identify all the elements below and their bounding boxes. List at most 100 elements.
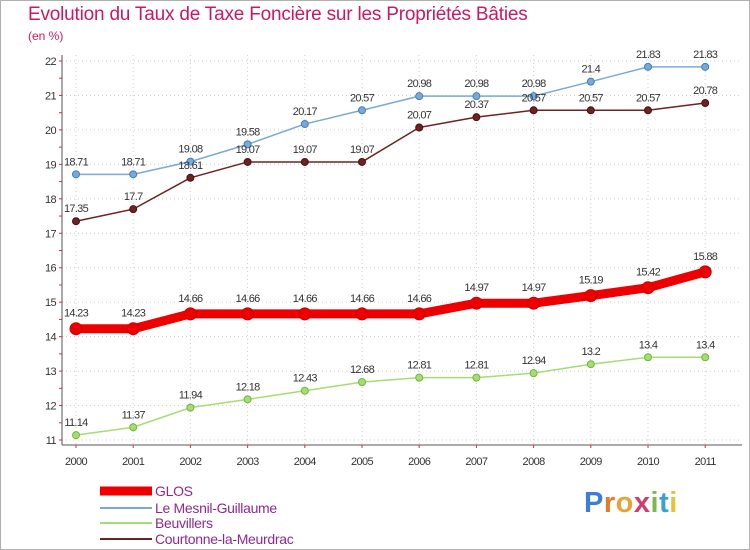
data-point <box>243 140 252 149</box>
data-label: 14.23 <box>121 308 146 320</box>
x-tick-label: 2007 <box>465 456 488 468</box>
x-tick-label: 2011 <box>695 456 717 468</box>
data-point <box>586 77 595 86</box>
data-point <box>358 106 366 115</box>
grid-lines <box>62 55 742 445</box>
legend-swatch <box>100 538 152 540</box>
data-point <box>644 353 652 362</box>
data-point <box>186 157 195 166</box>
y-tick-label: 16 <box>45 263 57 275</box>
data-point <box>72 431 80 440</box>
data-point <box>529 369 538 378</box>
data-label: 13.2 <box>581 346 600 358</box>
data-point <box>412 307 426 321</box>
data-label: 20.07 <box>407 109 432 121</box>
y-tick-label: 21 <box>45 90 57 102</box>
data-label: 12.68 <box>350 364 375 376</box>
data-label: 14.66 <box>350 293 375 305</box>
data-point <box>358 157 366 166</box>
data-label: 20.78 <box>693 85 718 97</box>
data-label: 12.81 <box>407 360 432 372</box>
legend-item: Le Mesnil-Guillaume <box>100 500 278 516</box>
data-label: 20.37 <box>464 99 489 111</box>
chart-title: Evolution du Taux de Taxe Foncière sur l… <box>28 4 528 25</box>
data-label: 19.08 <box>178 144 203 156</box>
legend-item: GLOS <box>100 483 193 499</box>
axes: 11 12 13 14 15 16 17 18 19 20 21 22 2000 2001 2002 2003… <box>45 55 742 468</box>
legend-swatch <box>100 522 152 524</box>
data-label: 20.57 <box>350 92 375 104</box>
data-point <box>69 322 83 336</box>
logo-letter: t <box>659 487 670 519</box>
data-label: 19.07 <box>293 144 318 156</box>
data-label: 21.83 <box>636 49 661 61</box>
data-label: 21.4 <box>581 64 600 76</box>
y-tick-label: 11 <box>46 435 57 447</box>
data-label: 12.43 <box>293 373 318 385</box>
y-tick-label: 15 <box>45 297 57 309</box>
x-tick-label: 2009 <box>580 456 603 468</box>
logo-letter: i <box>650 487 660 519</box>
data-label: 15.42 <box>636 267 661 279</box>
data-point <box>186 403 195 412</box>
data-label: 15.88 <box>693 251 718 263</box>
x-tick-label: 2004 <box>294 456 317 468</box>
data-point <box>584 289 598 303</box>
data-point <box>527 296 541 310</box>
x-tick-label: 2008 <box>523 456 546 468</box>
x-tick-label: 2002 <box>179 456 202 468</box>
series-le-mesnil-guillaume: 18.71 18.71 19.08 19.58 20.17 20.57 20.98 20.98… <box>64 49 718 179</box>
data-point <box>129 423 138 432</box>
y-tick-label: 22 <box>45 56 57 68</box>
data-label: 18.71 <box>64 156 89 168</box>
data-label: 17.7 <box>124 191 143 203</box>
y-tick-label: 20 <box>45 125 57 137</box>
data-point <box>472 113 481 122</box>
legend-label: Le Mesnil-Guillaume <box>155 500 277 516</box>
series-beuvillers: 11.14 11.37 11.94 12.18 12.43 12.68 12.81 12.81… <box>64 339 716 440</box>
data-label: 14.97 <box>464 282 489 294</box>
legend-item: Beuvillers <box>100 515 213 531</box>
y-tick-label: 17 <box>45 228 57 240</box>
logo-letter: r <box>603 487 616 519</box>
data-point <box>243 395 252 404</box>
data-point <box>300 386 309 395</box>
data-label: 20.98 <box>464 78 489 90</box>
data-label: 14.97 <box>522 282 547 294</box>
y-tick-label: 18 <box>45 194 57 206</box>
data-point <box>472 373 481 382</box>
y-tick-label: 13 <box>45 366 57 378</box>
data-label: 12.18 <box>236 381 261 393</box>
data-point <box>415 373 424 382</box>
data-point <box>358 378 366 387</box>
legend-swatch <box>100 486 152 496</box>
legend-label: Courtonne-la-Meurdrac <box>155 531 294 547</box>
chart-unit-label: (en %) <box>28 29 64 43</box>
data-point <box>529 106 538 115</box>
legend-swatch <box>100 507 152 509</box>
data-point <box>72 170 80 179</box>
data-point <box>472 92 481 101</box>
data-point <box>529 92 538 101</box>
data-label: 13.4 <box>639 339 658 351</box>
data-point <box>415 123 424 132</box>
logo-letter: x <box>633 487 651 519</box>
data-label: 14.66 <box>407 293 432 305</box>
logo-letter: o <box>615 487 634 519</box>
data-point <box>355 307 369 321</box>
data-label: 12.94 <box>522 355 547 367</box>
x-tick-label: 2006 <box>408 456 431 468</box>
data-point <box>469 296 483 310</box>
series-line <box>71 267 710 334</box>
series-line <box>75 102 706 222</box>
data-point <box>300 120 309 129</box>
data-point <box>186 173 195 182</box>
y-tick-label: 19 <box>45 159 57 171</box>
data-label: 14.23 <box>64 308 89 320</box>
data-label: 20.57 <box>522 92 547 104</box>
data-label: 13.4 <box>696 339 715 351</box>
data-point <box>586 360 595 369</box>
data-point <box>300 157 309 166</box>
